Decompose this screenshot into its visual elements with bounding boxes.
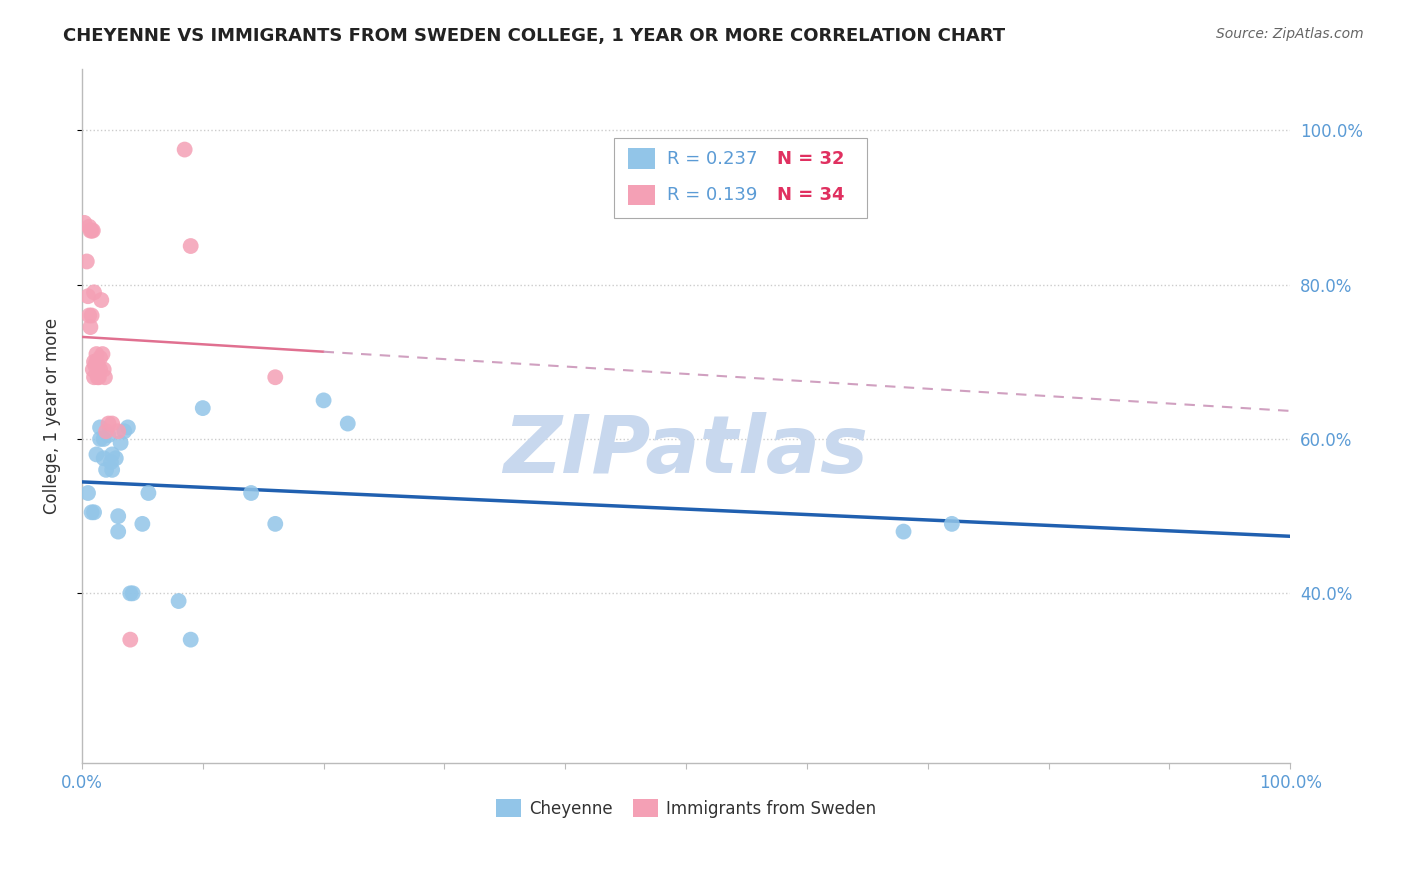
Point bbox=[77, 309, 100, 323]
Point bbox=[264, 516, 287, 531]
Point bbox=[101, 447, 124, 461]
Point bbox=[131, 516, 153, 531]
Point bbox=[107, 524, 129, 539]
FancyBboxPatch shape bbox=[628, 185, 655, 205]
Point bbox=[80, 224, 103, 238]
Point bbox=[167, 594, 190, 608]
Point bbox=[101, 463, 124, 477]
Point bbox=[89, 362, 111, 376]
Y-axis label: College, 1 year or more: College, 1 year or more bbox=[44, 318, 60, 514]
FancyBboxPatch shape bbox=[613, 138, 868, 218]
Point bbox=[82, 362, 104, 376]
Point bbox=[86, 347, 108, 361]
Point bbox=[73, 216, 96, 230]
Point bbox=[84, 359, 107, 373]
Point bbox=[86, 447, 108, 461]
Point bbox=[76, 254, 98, 268]
Point bbox=[121, 586, 143, 600]
Point bbox=[83, 505, 105, 519]
Point bbox=[94, 463, 117, 477]
Text: N = 34: N = 34 bbox=[776, 186, 844, 204]
Point bbox=[120, 586, 142, 600]
Point bbox=[86, 355, 108, 369]
Point bbox=[112, 424, 135, 438]
Point bbox=[312, 393, 335, 408]
Point bbox=[77, 219, 100, 234]
Legend: Cheyenne, Immigrants from Sweden: Cheyenne, Immigrants from Sweden bbox=[489, 793, 883, 824]
Point bbox=[336, 417, 359, 431]
Point bbox=[107, 509, 129, 524]
Point bbox=[120, 632, 142, 647]
Point bbox=[86, 359, 108, 373]
Point bbox=[138, 486, 160, 500]
Point bbox=[79, 224, 101, 238]
Point bbox=[89, 432, 111, 446]
Point bbox=[80, 505, 103, 519]
Point bbox=[91, 347, 114, 361]
Point bbox=[83, 355, 105, 369]
Point bbox=[94, 424, 117, 438]
Point bbox=[83, 285, 105, 300]
Point bbox=[264, 370, 287, 384]
Point bbox=[89, 420, 111, 434]
Point bbox=[79, 320, 101, 334]
Point bbox=[93, 451, 115, 466]
Point bbox=[941, 516, 963, 531]
Point bbox=[94, 370, 117, 384]
Point bbox=[83, 370, 105, 384]
Point bbox=[93, 362, 115, 376]
Point bbox=[97, 428, 120, 442]
Point bbox=[77, 289, 100, 303]
Point bbox=[117, 420, 139, 434]
Point bbox=[86, 370, 108, 384]
Point bbox=[110, 435, 132, 450]
FancyBboxPatch shape bbox=[628, 148, 655, 169]
Point bbox=[90, 293, 112, 307]
Point bbox=[180, 239, 202, 253]
Point bbox=[240, 486, 263, 500]
Point bbox=[89, 351, 111, 365]
Point bbox=[104, 451, 127, 466]
Point bbox=[93, 432, 115, 446]
Text: Source: ZipAtlas.com: Source: ZipAtlas.com bbox=[1216, 27, 1364, 41]
Point bbox=[97, 417, 120, 431]
Point bbox=[107, 424, 129, 438]
Point bbox=[77, 486, 100, 500]
Text: R = 0.139: R = 0.139 bbox=[666, 186, 756, 204]
Text: R = 0.237: R = 0.237 bbox=[666, 150, 758, 168]
Text: N = 32: N = 32 bbox=[776, 150, 844, 168]
Point bbox=[173, 143, 195, 157]
Point bbox=[191, 401, 214, 416]
Point bbox=[82, 224, 104, 238]
Point bbox=[80, 309, 103, 323]
Point bbox=[87, 370, 110, 384]
Point bbox=[101, 417, 124, 431]
Point bbox=[100, 455, 122, 469]
Text: CHEYENNE VS IMMIGRANTS FROM SWEDEN COLLEGE, 1 YEAR OR MORE CORRELATION CHART: CHEYENNE VS IMMIGRANTS FROM SWEDEN COLLE… bbox=[63, 27, 1005, 45]
Point bbox=[180, 632, 202, 647]
Text: ZIPatlas: ZIPatlas bbox=[503, 411, 869, 490]
Point bbox=[893, 524, 915, 539]
